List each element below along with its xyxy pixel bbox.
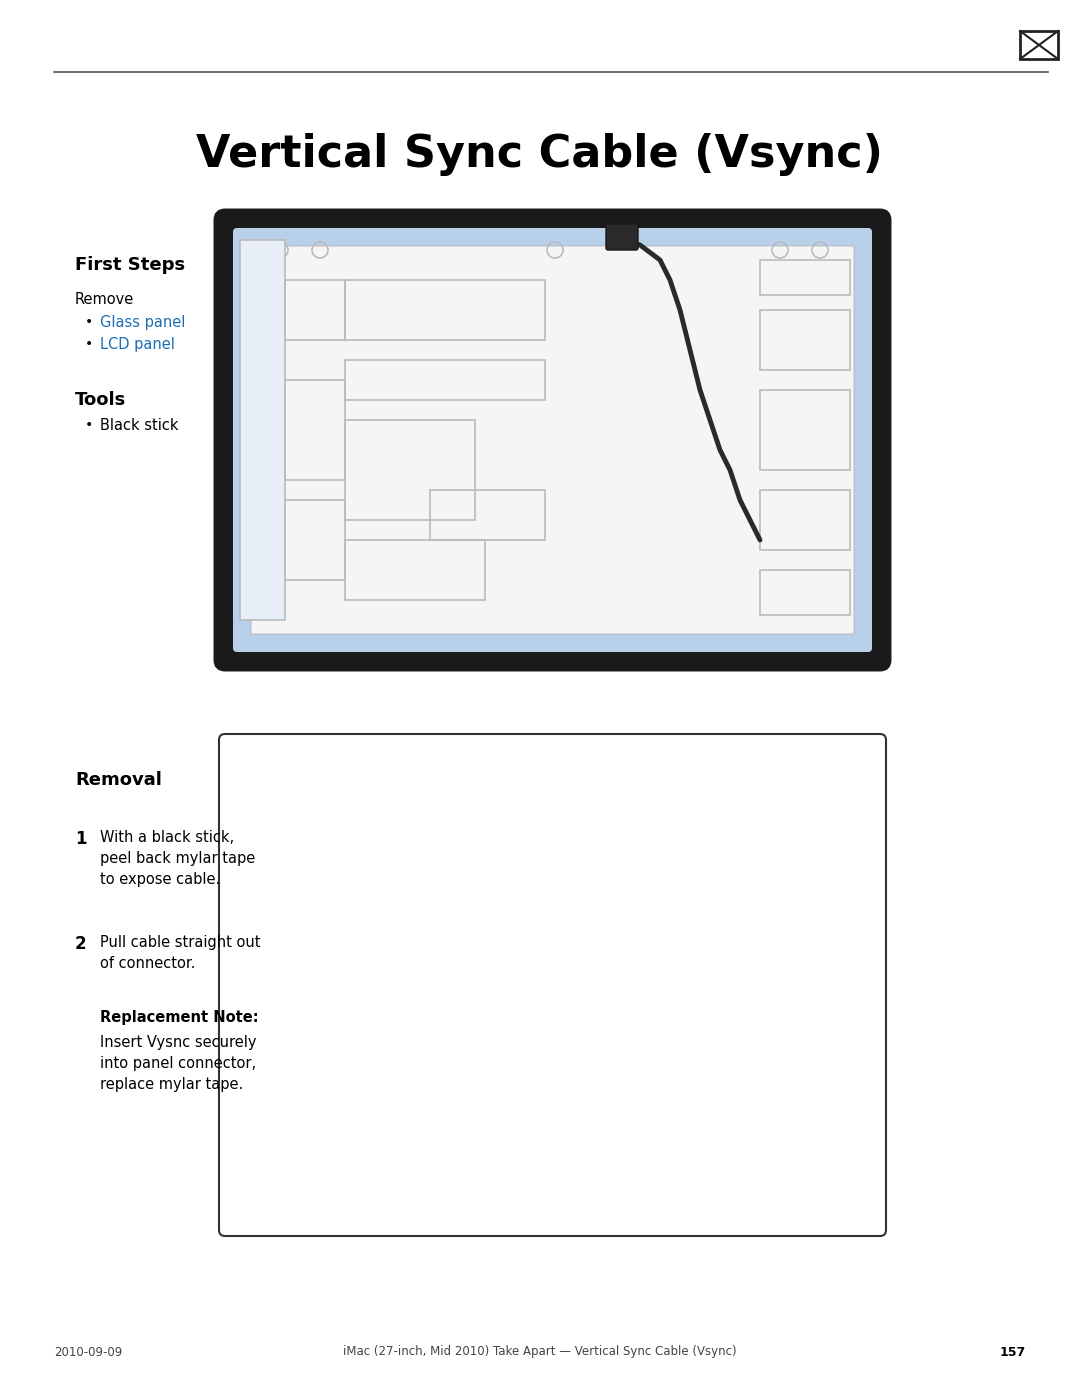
Bar bbox=[760, 390, 850, 469]
Bar bbox=[760, 490, 850, 550]
Text: Tools: Tools bbox=[75, 391, 126, 409]
Text: Black stick: Black stick bbox=[100, 418, 178, 433]
Text: Remove: Remove bbox=[75, 292, 134, 307]
Text: First Steps: First Steps bbox=[75, 256, 185, 274]
Bar bbox=[345, 360, 545, 400]
Bar bbox=[430, 490, 545, 541]
Bar bbox=[760, 310, 850, 370]
Text: Insert Vysnc securely
into panel connector,
replace mylar tape.: Insert Vysnc securely into panel connect… bbox=[100, 1035, 257, 1092]
Text: •: • bbox=[85, 314, 93, 330]
Text: Glass panel: Glass panel bbox=[100, 314, 186, 330]
Text: iMac (27-inch, Mid 2010) Take Apart — Vertical Sync Cable (Vsync): iMac (27-inch, Mid 2010) Take Apart — Ve… bbox=[343, 1345, 737, 1358]
Text: Pull cable straight out
of connector.: Pull cable straight out of connector. bbox=[100, 935, 260, 971]
Bar bbox=[760, 570, 850, 615]
Bar bbox=[345, 279, 545, 339]
Bar bbox=[345, 541, 485, 599]
Bar bbox=[285, 380, 345, 481]
Text: •: • bbox=[85, 418, 93, 432]
FancyBboxPatch shape bbox=[606, 224, 638, 250]
Text: 2010-09-09: 2010-09-09 bbox=[54, 1345, 122, 1358]
Text: •: • bbox=[85, 337, 93, 351]
Bar bbox=[345, 420, 475, 520]
Text: 157: 157 bbox=[1000, 1345, 1026, 1358]
Text: Replacement Note:: Replacement Note: bbox=[100, 1010, 258, 1025]
Text: With a black stick,
peel back mylar tape
to expose cable.: With a black stick, peel back mylar tape… bbox=[100, 830, 255, 887]
Text: 1: 1 bbox=[75, 830, 86, 848]
FancyBboxPatch shape bbox=[217, 212, 888, 668]
FancyBboxPatch shape bbox=[251, 246, 854, 634]
Bar bbox=[760, 260, 850, 295]
Text: Removal: Removal bbox=[75, 771, 162, 789]
Text: LCD panel: LCD panel bbox=[100, 337, 175, 352]
Text: 2: 2 bbox=[75, 935, 86, 953]
Text: Vertical Sync Cable (Vsync): Vertical Sync Cable (Vsync) bbox=[197, 134, 883, 176]
Bar bbox=[240, 240, 285, 620]
Bar bbox=[285, 279, 345, 339]
Bar bbox=[1020, 31, 1058, 59]
Bar bbox=[285, 500, 345, 580]
FancyBboxPatch shape bbox=[233, 228, 872, 652]
FancyBboxPatch shape bbox=[219, 733, 886, 1236]
